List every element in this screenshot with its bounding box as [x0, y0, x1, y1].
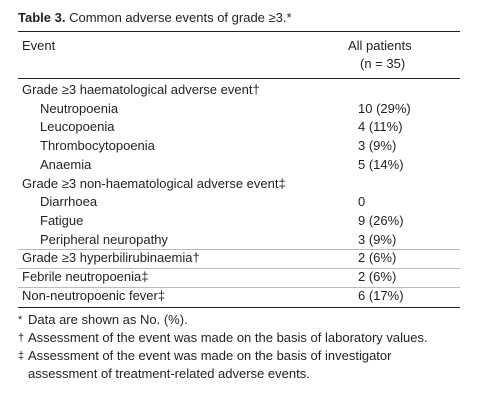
item-label: Diarrhoea: [40, 194, 98, 210]
header-value-n: (n = 35): [360, 56, 406, 71]
row-rule: [18, 249, 460, 250]
header-event: Event: [22, 38, 56, 53]
row-value: 6 (17%): [358, 287, 404, 303]
footnote-text: Data are shown as No. (%).: [28, 312, 188, 328]
footnote-text: Assessment of the event was made on the …: [28, 348, 392, 382]
item-label: Fatigue: [40, 212, 84, 228]
item-label: Thrombocytopoenia: [40, 138, 155, 154]
row-value: 2 (6%): [358, 269, 397, 284]
footnote-text: Assessment of the event was made on the …: [28, 330, 428, 346]
header-value: All patients: [348, 38, 412, 53]
item-label: Anaemia: [40, 156, 92, 172]
item-value: 3 (9%): [358, 231, 397, 247]
rule: [18, 31, 460, 32]
table-title: Table 3. Common adverse events of grade …: [18, 9, 292, 27]
item-value: 3 (9%): [358, 138, 397, 154]
table-label: Table 3.: [18, 10, 66, 25]
row-label: Febrile neutropoenia‡: [22, 269, 149, 284]
table-caption: Common adverse events of grade ≥3.*: [69, 10, 292, 25]
item-label: Leucopoenia: [40, 119, 115, 135]
footnote: ‡ Assessment of the event was made on the…: [18, 347, 448, 383]
row-label: Grade ≥3 non-haematological adverse even…: [22, 175, 286, 191]
item-value: 0: [358, 194, 366, 210]
row-value: 2 (6%): [358, 250, 397, 266]
rule: [18, 78, 460, 79]
row-label: Non-neutropoenic fever‡: [22, 287, 166, 303]
item-label: Neutropoenia: [40, 100, 119, 116]
row-rule: [18, 287, 460, 288]
item-value: 10 (29%): [358, 100, 411, 116]
row-label: Grade ≥3 haematological adverse event†: [22, 82, 260, 97]
row-rule: [18, 307, 460, 308]
item-value: 5 (14%): [358, 156, 404, 172]
row-rule: [18, 268, 460, 269]
item-value: 4 (11%): [358, 119, 403, 135]
footnote: † Assessment of the event was made on the…: [18, 329, 448, 347]
item-label: Peripheral neuropathy: [40, 231, 168, 247]
footnote: * Data are shown as No. (%).: [18, 311, 448, 329]
footnote-symbol: *: [18, 314, 23, 327]
footnote-symbol: ‡: [18, 350, 25, 363]
footnote-symbol: †: [18, 332, 25, 345]
item-value: 9 (26%): [358, 212, 404, 228]
row-label: Grade ≥3 hyperbilirubinaemia†: [22, 250, 200, 266]
